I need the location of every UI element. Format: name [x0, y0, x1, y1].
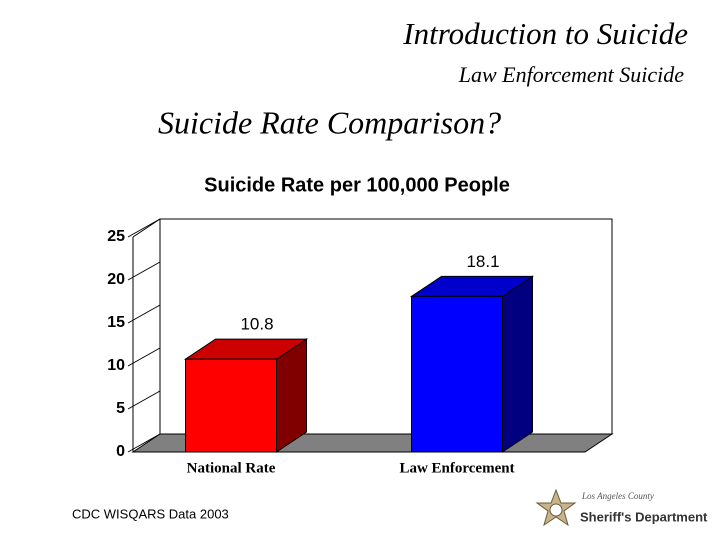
- tick-line: [127, 390, 161, 410]
- y-tick-label: 25: [107, 228, 125, 245]
- logo-seal: [549, 503, 563, 517]
- tick-line: [127, 433, 161, 453]
- value-label: 10.8: [240, 315, 273, 334]
- x-tick-label: Law Enforcement: [399, 460, 514, 476]
- bar: [185, 358, 277, 453]
- logo-bottom: Sheriff's Department: [580, 509, 708, 524]
- y-tick-label: 5: [116, 400, 125, 417]
- y-tick-label: 0: [116, 443, 125, 460]
- value-label: 18.1: [466, 252, 499, 271]
- y-tick-label: 15: [107, 314, 125, 331]
- x-tick-label: National Rate: [187, 460, 276, 476]
- source-note: CDC WISQARS Data 2003: [72, 506, 229, 521]
- slide-heading: Suicide Rate Comparison?: [158, 104, 501, 140]
- chart: 0 5 10 15 20 25 10.8 National Rate 18.1 Law Enfor…: [107, 218, 614, 476]
- bar: [411, 295, 503, 453]
- tick-line: [127, 347, 161, 367]
- slide-title: Introduction to Suicide: [402, 16, 688, 51]
- back-wall: [159, 218, 613, 435]
- logo: Los Angeles County Sheriff's Department: [535, 488, 708, 527]
- chart-title: Suicide Rate per 100,000 People: [204, 174, 510, 196]
- slide-subtitle: Law Enforcement Suicide: [458, 62, 684, 87]
- tick-line: [127, 218, 161, 238]
- logo-top: Los Angeles County: [581, 491, 654, 501]
- y-tick-label: 10: [107, 357, 125, 374]
- y-tick-label: 20: [107, 271, 125, 288]
- tick-line: [127, 261, 161, 281]
- bar-side: [502, 275, 533, 453]
- tick-line: [127, 304, 161, 324]
